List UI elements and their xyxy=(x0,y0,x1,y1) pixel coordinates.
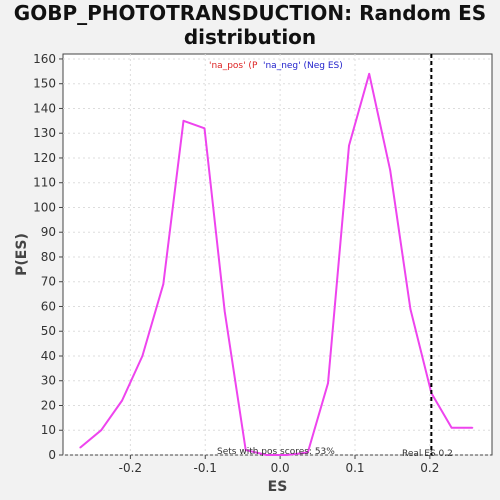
data-point xyxy=(307,451,309,454)
real-es-label: Real ES 0.2 xyxy=(402,449,453,459)
y-tick-label: 50 xyxy=(41,324,56,338)
chart-title: GOBP_PHOTOTRANSDUCTION: Random ES distri… xyxy=(0,1,500,49)
data-point xyxy=(244,449,247,451)
axis-ticks: 0 10 20 30 40 50 60 70 80 90 100 110 120 130 140 150 160… xyxy=(33,52,439,475)
chart-title-line-1: GOBP_PHOTOTRANSDUCTION: Random ES xyxy=(13,1,487,25)
data-point xyxy=(223,310,226,313)
y-tick-label: 130 xyxy=(33,126,56,140)
data-point xyxy=(182,120,185,122)
data-point xyxy=(100,429,102,432)
y-tick-label: 160 xyxy=(33,52,56,66)
y-tick-label: 110 xyxy=(33,176,56,190)
data-point xyxy=(141,355,144,357)
x-tick-label: 0.2 xyxy=(420,461,439,475)
y-tick-label: 40 xyxy=(41,349,56,363)
x-tick-label: 0.1 xyxy=(345,461,364,475)
series-line xyxy=(79,72,473,456)
x-tick-label: -0.1 xyxy=(194,461,217,475)
pos-scores-annotation: Sets with pos scores: 53% xyxy=(217,447,335,457)
data-point xyxy=(389,169,392,172)
plot-area xyxy=(62,53,493,456)
data-point xyxy=(286,454,288,456)
x-axis-title: ES xyxy=(268,479,288,495)
data-point xyxy=(348,144,350,147)
y-tick-label: 90 xyxy=(41,225,56,239)
y-tick-label: 140 xyxy=(33,101,56,115)
y-tick-label: 60 xyxy=(41,299,56,313)
data-point xyxy=(471,427,474,429)
y-tick-label: 80 xyxy=(41,250,56,264)
data-point xyxy=(450,427,453,429)
y-tick-label: 150 xyxy=(33,77,56,91)
data-point xyxy=(409,308,412,310)
y-tick-label: 10 xyxy=(41,423,56,437)
data-point xyxy=(79,446,81,449)
y-tick-label: 120 xyxy=(33,151,56,165)
data-point xyxy=(327,382,329,385)
legend-pos-label: 'na_pos' (P xyxy=(209,61,258,71)
x-tick-label: 0.0 xyxy=(271,461,290,475)
y-tick-label: 0 xyxy=(48,448,56,462)
y-tick-label: 30 xyxy=(41,374,56,388)
data-point xyxy=(368,73,371,75)
legend-neg-label: 'na_neg' (Neg ES) xyxy=(263,61,343,71)
chart-title-line-2: distribution xyxy=(183,25,317,49)
y-tick-label: 20 xyxy=(41,398,56,412)
data-point xyxy=(265,454,268,456)
data-point xyxy=(162,283,165,286)
data-point xyxy=(121,399,123,402)
y-tick-label: 100 xyxy=(33,200,56,214)
y-axis-title: P(ES) xyxy=(14,233,30,276)
data-point xyxy=(203,127,206,130)
y-tick-label: 70 xyxy=(41,275,56,289)
x-tick-label: -0.2 xyxy=(119,461,142,475)
